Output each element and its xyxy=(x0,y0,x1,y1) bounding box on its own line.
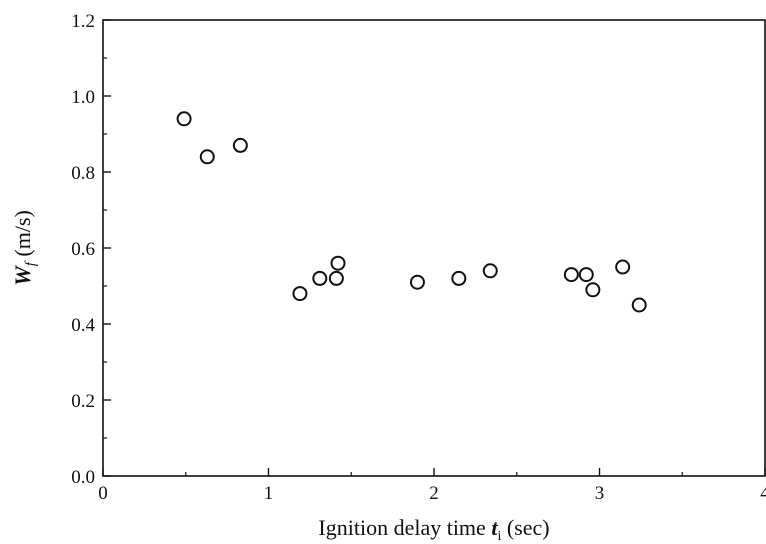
plot-frame xyxy=(102,19,766,477)
y-tick-label: 0.0 xyxy=(71,467,95,488)
data-point-9 xyxy=(451,270,467,286)
y-tick-label: 1.0 xyxy=(71,87,95,108)
y-tick-label: 1.2 xyxy=(71,11,95,32)
data-point-1 xyxy=(176,111,192,127)
data-point-8 xyxy=(409,274,425,290)
x-tick-label: 4 xyxy=(760,483,766,504)
data-point-15 xyxy=(631,297,647,313)
data-points xyxy=(176,111,647,313)
data-point-7 xyxy=(330,255,346,271)
data-point-2 xyxy=(199,149,215,165)
x-tick-label: 0 xyxy=(98,483,108,504)
x-tick-label: 2 xyxy=(429,483,439,504)
y-tick-label: 0.2 xyxy=(71,391,95,412)
axis-ticks: 0 1 2 3 4 0.0 0.2 0.4 0.6 0.8 1.0 1.2 xyxy=(71,11,766,504)
data-point-3 xyxy=(232,137,248,153)
data-point-12 xyxy=(578,267,594,283)
y-tick-label: 0.4 xyxy=(71,315,95,336)
x-tick-label: 3 xyxy=(595,483,605,504)
x-axis-label: Ignition delay time ti (sec) xyxy=(318,515,549,544)
data-point-6 xyxy=(328,270,344,286)
data-point-4 xyxy=(292,286,308,302)
y-axis-label: Wf (m/s) xyxy=(10,210,39,286)
data-point-5 xyxy=(312,270,328,286)
x-tick-label: 1 xyxy=(264,483,274,504)
y-tick-label: 0.6 xyxy=(71,239,95,260)
data-point-10 xyxy=(482,263,498,279)
data-point-13 xyxy=(585,282,601,298)
y-tick-label: 0.8 xyxy=(71,163,95,184)
data-point-11 xyxy=(563,267,579,283)
data-point-14 xyxy=(615,259,631,275)
